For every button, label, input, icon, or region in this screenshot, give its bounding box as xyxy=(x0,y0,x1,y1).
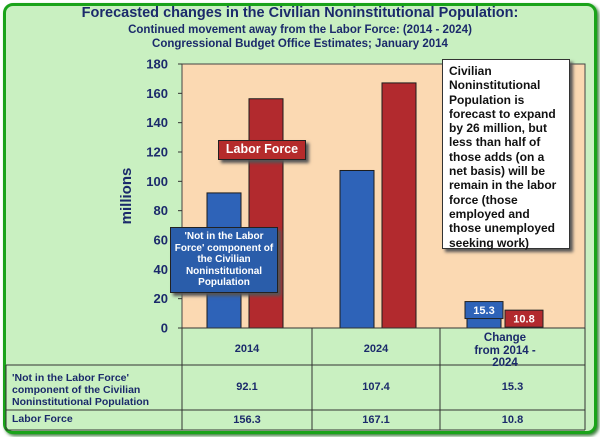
y-tick-label: 0 xyxy=(161,321,168,336)
table-cell: 10.8 xyxy=(501,414,524,426)
y-axis-label: millions xyxy=(118,168,135,225)
bar-labor-force-0 xyxy=(248,98,284,329)
callout-labor-force: Labor Force xyxy=(218,140,306,160)
y-tick-label: 160 xyxy=(146,86,168,101)
table-cell: 15.3 xyxy=(501,381,524,393)
x-tick-label-2024: 2024 xyxy=(363,343,389,355)
y-tick-label: 180 xyxy=(146,57,168,72)
table-row-label-labor-force: Labor Force xyxy=(12,413,73,425)
table-cell: 92.1 xyxy=(236,381,258,393)
y-tick-label: 100 xyxy=(146,174,168,189)
callout-not-in-labor-force: 'Not in the Labor Force' component of th… xyxy=(170,227,278,293)
data-label-box xyxy=(464,301,504,320)
x-tick-label-change: Change from 2014 - 2024 xyxy=(474,332,536,369)
data-label-box xyxy=(504,309,544,328)
data-label: 10.8 xyxy=(513,314,534,326)
bar-labor-force-1 xyxy=(381,82,417,329)
y-tick-label: 60 xyxy=(154,233,168,248)
y-tick-label: 140 xyxy=(146,115,168,130)
chart-title: Forecasted changes in the Civilian Nonin… xyxy=(81,5,519,21)
annotation-note: Civilian Noninstitutional Population is … xyxy=(442,59,570,250)
x-tick-label-2014: 2014 xyxy=(234,343,260,355)
bar-nilf-1 xyxy=(339,169,375,329)
data-label: 15.3 xyxy=(473,305,494,317)
bars-layer: 15.3 10.8 xyxy=(206,82,544,329)
data-table-grid xyxy=(5,327,586,431)
table-cell: 167.1 xyxy=(362,414,390,426)
y-tick-label: 20 xyxy=(154,291,168,306)
table-row-label-nilf: 'Not in the Labor Force' component of th… xyxy=(12,372,150,408)
y-axis-ticks: 0 20 40 60 80 100 120 140 160 180 xyxy=(146,57,182,336)
chart-subtitle-1: Continued movement away from the Labor F… xyxy=(128,24,472,36)
y-tick-label: 40 xyxy=(154,262,168,277)
table-cell: 107.4 xyxy=(362,381,390,393)
table-cell: 156.3 xyxy=(233,414,261,426)
chart-subtitle-2: Congressional Budget Office Estimates; J… xyxy=(152,38,448,50)
y-tick-label: 120 xyxy=(146,145,168,160)
y-tick-label: 80 xyxy=(154,203,168,218)
